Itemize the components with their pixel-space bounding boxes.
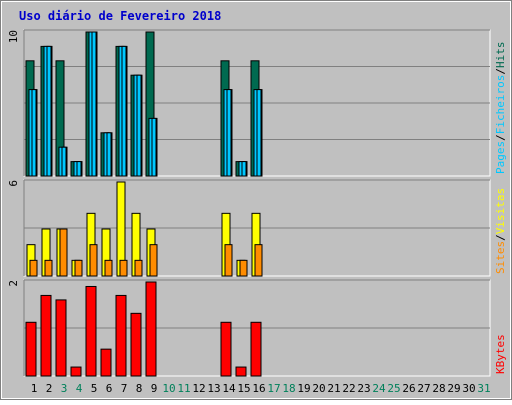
legend-separator: / xyxy=(494,234,507,241)
bar-pages-day-3 xyxy=(61,146,67,177)
bar-sites-day-3 xyxy=(59,228,68,277)
x-tick-label-day-31: 31 xyxy=(477,382,490,395)
legend-visitas: Visitas xyxy=(494,188,507,234)
x-tick-label-day-26: 26 xyxy=(402,382,415,395)
bar-pages-day-1 xyxy=(31,89,37,177)
bar-kbytes-day-15 xyxy=(235,366,247,377)
x-tick-label-day-22: 22 xyxy=(342,382,355,395)
bar-pages-day-4 xyxy=(76,161,82,177)
bar-pages-day-9 xyxy=(151,117,157,177)
panel-legend: Pages/Ficheiros/Hits xyxy=(494,42,507,174)
x-tick-label-day-11: 11 xyxy=(177,382,190,395)
x-tick-label-day-24: 24 xyxy=(372,382,386,395)
bar-sites-day-2 xyxy=(44,259,53,277)
x-tick-label-day-30: 30 xyxy=(462,382,475,395)
bar-sites-day-15 xyxy=(239,259,248,277)
bar-pages-day-16 xyxy=(256,89,262,177)
legend-separator: / xyxy=(494,68,507,75)
bar-pages-day-8 xyxy=(136,74,142,177)
bar-sites-day-5 xyxy=(89,244,98,277)
bar-kbytes-day-1 xyxy=(25,321,37,377)
bar-kbytes-day-2 xyxy=(40,294,52,377)
x-tick-label-day-21: 21 xyxy=(327,382,340,395)
y-max-label: 6 xyxy=(7,180,20,187)
bar-pages-day-15 xyxy=(241,161,247,177)
bar-pages-day-7 xyxy=(121,45,127,177)
x-tick-label-day-28: 28 xyxy=(432,382,445,395)
x-tick-label-day-19: 19 xyxy=(297,382,310,395)
x-tick-label-day-9: 9 xyxy=(151,382,158,395)
y-max-label: 2 xyxy=(7,280,20,287)
x-tick-label-day-7: 7 xyxy=(121,382,128,395)
x-tick-label-day-23: 23 xyxy=(357,382,370,395)
chart-frame-highlight xyxy=(1,1,511,399)
bar-pages-day-2 xyxy=(46,45,52,177)
legend-separator: / xyxy=(494,134,507,141)
bar-sites-day-7 xyxy=(119,259,128,277)
chart-title: Uso diário de Fevereiro 2018 xyxy=(19,9,221,23)
bar-kbytes-day-5 xyxy=(85,285,97,377)
legend-kbytes: KBytes xyxy=(494,334,507,374)
bar-pages-day-5 xyxy=(91,31,97,177)
bar-sites-day-1 xyxy=(29,259,38,277)
x-tick-label-day-29: 29 xyxy=(447,382,460,395)
x-tick-label-day-14: 14 xyxy=(222,382,236,395)
legend-pages: Pages xyxy=(494,141,507,174)
bar-kbytes-day-4 xyxy=(70,366,82,377)
x-tick-label-day-8: 8 xyxy=(136,382,143,395)
x-tick-label-day-15: 15 xyxy=(237,382,250,395)
y-max-label: 10 xyxy=(7,30,20,43)
x-tick-label-day-27: 27 xyxy=(417,382,430,395)
bar-sites-day-9 xyxy=(149,244,158,277)
x-tick-label-day-17: 17 xyxy=(267,382,280,395)
x-axis-labels: 1 2 3 4 5 6 7 8 9 10 11 12 13 14 15 16 17 18 19 20 21 22 23 24 2… xyxy=(31,382,491,395)
panel-legend: KBytes xyxy=(494,334,507,374)
bar-pages-day-6 xyxy=(106,132,112,177)
bar-sites-day-14 xyxy=(224,244,233,277)
bar-kbytes-day-6 xyxy=(100,348,112,377)
legend-hits: Hits xyxy=(494,42,507,69)
bar-sites-day-8 xyxy=(134,259,143,277)
bar-kbytes-day-9 xyxy=(145,281,157,377)
x-tick-label-day-1: 1 xyxy=(31,382,38,395)
x-tick-label-day-20: 20 xyxy=(312,382,325,395)
x-tick-label-day-18: 18 xyxy=(282,382,295,395)
bar-kbytes-day-16 xyxy=(250,321,262,377)
bar-kbytes-day-7 xyxy=(115,294,127,377)
x-tick-label-day-4: 4 xyxy=(76,382,83,395)
bar-kbytes-day-14 xyxy=(220,321,232,377)
x-tick-label-day-2: 2 xyxy=(46,382,53,395)
panel-legend: Sites/Visitas xyxy=(494,188,507,274)
bar-sites-day-16 xyxy=(254,244,263,277)
x-tick-label-day-16: 16 xyxy=(252,382,265,395)
x-tick-label-day-25: 25 xyxy=(387,382,400,395)
bar-sites-day-4 xyxy=(74,259,83,277)
bar-sites-day-6 xyxy=(104,259,113,277)
chart-panels: 10Pages/Ficheiros/Hits6Sites/Visitas2KBy… xyxy=(7,29,507,377)
x-tick-label-day-13: 13 xyxy=(207,382,220,395)
bar-kbytes-day-3 xyxy=(55,299,67,377)
bar-kbytes-day-8 xyxy=(130,312,142,377)
bar-pages-day-14 xyxy=(226,89,232,177)
x-tick-label-day-3: 3 xyxy=(61,382,68,395)
x-tick-label-day-12: 12 xyxy=(192,382,205,395)
x-tick-label-day-5: 5 xyxy=(91,382,98,395)
legend-sites: Sites xyxy=(494,241,507,274)
panel-bottom: 2 KBytes xyxy=(7,279,507,377)
panel-middle: 6 Sites/Visitas xyxy=(7,179,507,277)
x-tick-label-day-6: 6 xyxy=(106,382,113,395)
x-tick-label-day-10: 10 xyxy=(162,382,175,395)
legend-ficheiros: Ficheiros xyxy=(494,75,507,135)
